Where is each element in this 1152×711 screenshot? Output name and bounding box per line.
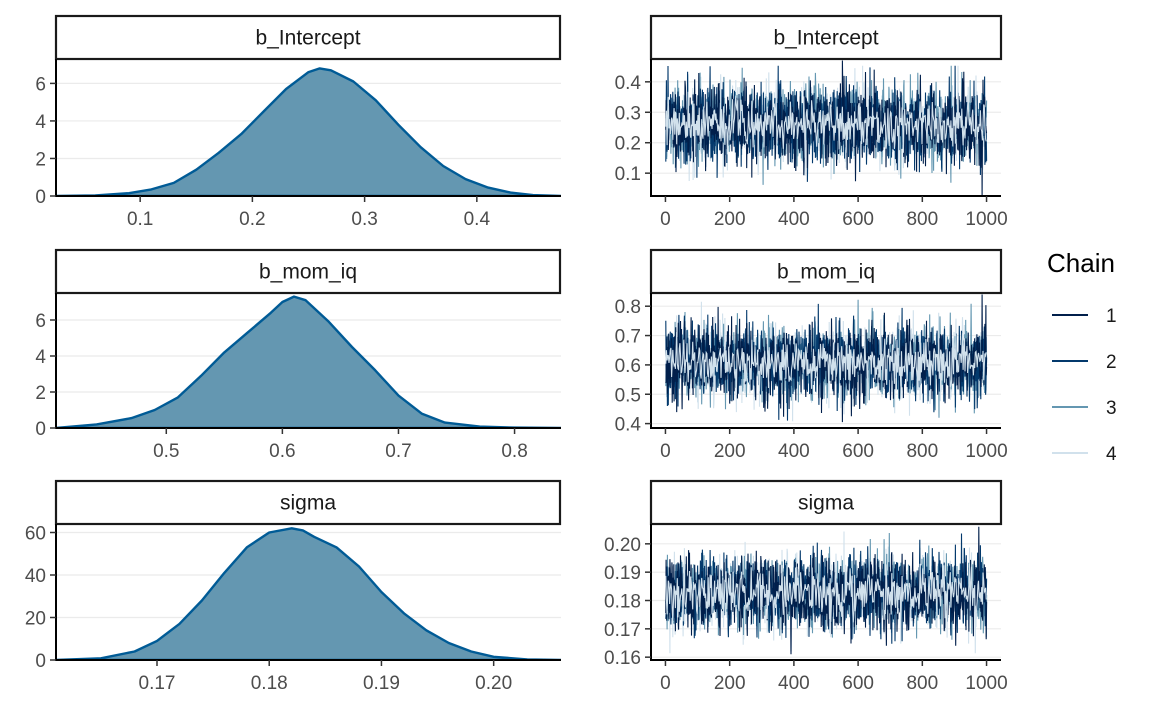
x-tick-label: 200 bbox=[714, 441, 746, 462]
strip-box bbox=[54, 248, 562, 295]
y-tick-label: 0.19 bbox=[604, 563, 641, 584]
x-tick-label: 0.7 bbox=[385, 441, 411, 462]
x-tick-label: 800 bbox=[906, 673, 938, 694]
panel-density-b-mom-iq: b_mom_iq 0 2 4 6 0.5 0.6 0.7 0.8 bbox=[35, 248, 562, 462]
y-tick-label: 40 bbox=[25, 566, 46, 587]
x-tick-label: 800 bbox=[906, 441, 938, 462]
y-tick-label: 0.6 bbox=[615, 356, 641, 377]
panel-title: b_Intercept bbox=[773, 27, 878, 50]
panel-density-b-intercept: b_Intercept 0 2 4 6 0.1 0.2 0.3 0.4 bbox=[35, 14, 562, 230]
x-tick-label: 600 bbox=[842, 209, 874, 230]
panel-title: sigma bbox=[280, 492, 336, 515]
legend-label-4: 4 bbox=[1106, 444, 1117, 465]
strip-box bbox=[54, 14, 562, 61]
y-tick-label: 0.7 bbox=[615, 327, 641, 348]
x-tick-label: 200 bbox=[714, 673, 746, 694]
x-tick-label: 0.17 bbox=[139, 673, 176, 694]
density-area bbox=[56, 295, 561, 428]
x-tick-label: 0.4 bbox=[464, 209, 491, 230]
density-area bbox=[56, 527, 561, 660]
panel-trace-sigma: sigma 0.16 0.17 0.18 0.19 0.20 0 200 400 600 800 10… bbox=[604, 479, 1008, 694]
y-tick-label: 6 bbox=[35, 311, 46, 332]
strip-box bbox=[649, 248, 1003, 295]
legend-label-3: 3 bbox=[1106, 398, 1117, 419]
legend: Chain 1 2 3 4 bbox=[1047, 248, 1117, 465]
x-tick-label: 800 bbox=[906, 209, 938, 230]
y-tick-label: 0.5 bbox=[615, 385, 641, 406]
panel-trace-b-intercept: b_Intercept 0.1 0.2 0.3 0.4 0 200 400 600 800 1000 bbox=[615, 14, 1008, 230]
legend-label-1: 1 bbox=[1106, 306, 1117, 327]
y-tick-label: 0.2 bbox=[615, 134, 641, 155]
y-tick-label: 0.4 bbox=[615, 73, 642, 94]
strip-box bbox=[54, 479, 562, 526]
x-tick-label: 0.19 bbox=[363, 673, 400, 694]
panel-title: b_mom_iq bbox=[259, 261, 357, 284]
panel-density-sigma: sigma 0 20 40 60 0.17 0.18 0.19 0.20 bbox=[25, 479, 562, 694]
x-tick-label: 0 bbox=[660, 673, 671, 694]
x-tick-label: 0.6 bbox=[269, 441, 295, 462]
y-tick-label: 0.17 bbox=[604, 620, 641, 641]
y-tick-label: 0 bbox=[35, 651, 46, 672]
panel-title: b_mom_iq bbox=[777, 261, 875, 284]
x-tick-label: 0.3 bbox=[351, 209, 377, 230]
x-tick-label: 600 bbox=[842, 673, 874, 694]
strip-box bbox=[649, 14, 1003, 61]
y-tick-label: 0.8 bbox=[615, 297, 641, 318]
x-tick-label: 400 bbox=[778, 209, 810, 230]
y-tick-label: 0.16 bbox=[604, 648, 641, 669]
y-tick-label: 60 bbox=[25, 524, 46, 545]
panel-title: b_Intercept bbox=[255, 27, 360, 50]
y-tick-label: 0 bbox=[35, 419, 46, 440]
y-tick-label: 20 bbox=[25, 609, 46, 630]
trace-chain-4 bbox=[665, 86, 987, 160]
panel-title: sigma bbox=[798, 492, 854, 515]
x-tick-label: 0 bbox=[660, 441, 671, 462]
x-tick-label: 0.1 bbox=[127, 209, 153, 230]
x-tick-label: 0.18 bbox=[251, 673, 288, 694]
x-tick-label: 400 bbox=[778, 441, 810, 462]
y-tick-label: 4 bbox=[35, 112, 46, 133]
y-tick-label: 0.1 bbox=[615, 164, 641, 185]
x-tick-label: 1000 bbox=[965, 209, 1007, 230]
y-tick-label: 4 bbox=[35, 347, 46, 368]
density-area bbox=[56, 67, 561, 196]
x-tick-label: 0.2 bbox=[239, 209, 265, 230]
y-tick-label: 0 bbox=[35, 187, 46, 208]
x-tick-label: 600 bbox=[842, 441, 874, 462]
x-tick-label: 1000 bbox=[965, 673, 1007, 694]
y-tick-label: 0.18 bbox=[604, 592, 641, 613]
legend-label-2: 2 bbox=[1106, 352, 1117, 373]
x-tick-label: 0.5 bbox=[153, 441, 179, 462]
trace-chain-4 bbox=[665, 563, 987, 633]
trace-chain-4 bbox=[665, 330, 987, 395]
trace-chain-1 bbox=[665, 60, 988, 196]
x-tick-label: 400 bbox=[778, 673, 810, 694]
y-tick-label: 2 bbox=[35, 383, 46, 404]
x-tick-label: 0 bbox=[660, 209, 671, 230]
y-tick-label: 0.20 bbox=[604, 535, 641, 556]
y-tick-label: 0.3 bbox=[615, 103, 641, 124]
y-tick-label: 0.4 bbox=[615, 415, 642, 436]
y-tick-label: 6 bbox=[35, 74, 46, 95]
panel-trace-b-mom-iq: b_mom_iq 0.4 0.5 0.6 0.7 0.8 0 200 400 600 800 1000 bbox=[615, 248, 1008, 462]
x-tick-label: 0.8 bbox=[501, 441, 527, 462]
strip-box bbox=[649, 479, 1003, 526]
x-tick-label: 200 bbox=[714, 209, 746, 230]
x-tick-label: 0.20 bbox=[475, 673, 512, 694]
x-tick-label: 1000 bbox=[965, 441, 1007, 462]
y-tick-label: 2 bbox=[35, 149, 46, 170]
legend-title: Chain bbox=[1047, 248, 1115, 278]
